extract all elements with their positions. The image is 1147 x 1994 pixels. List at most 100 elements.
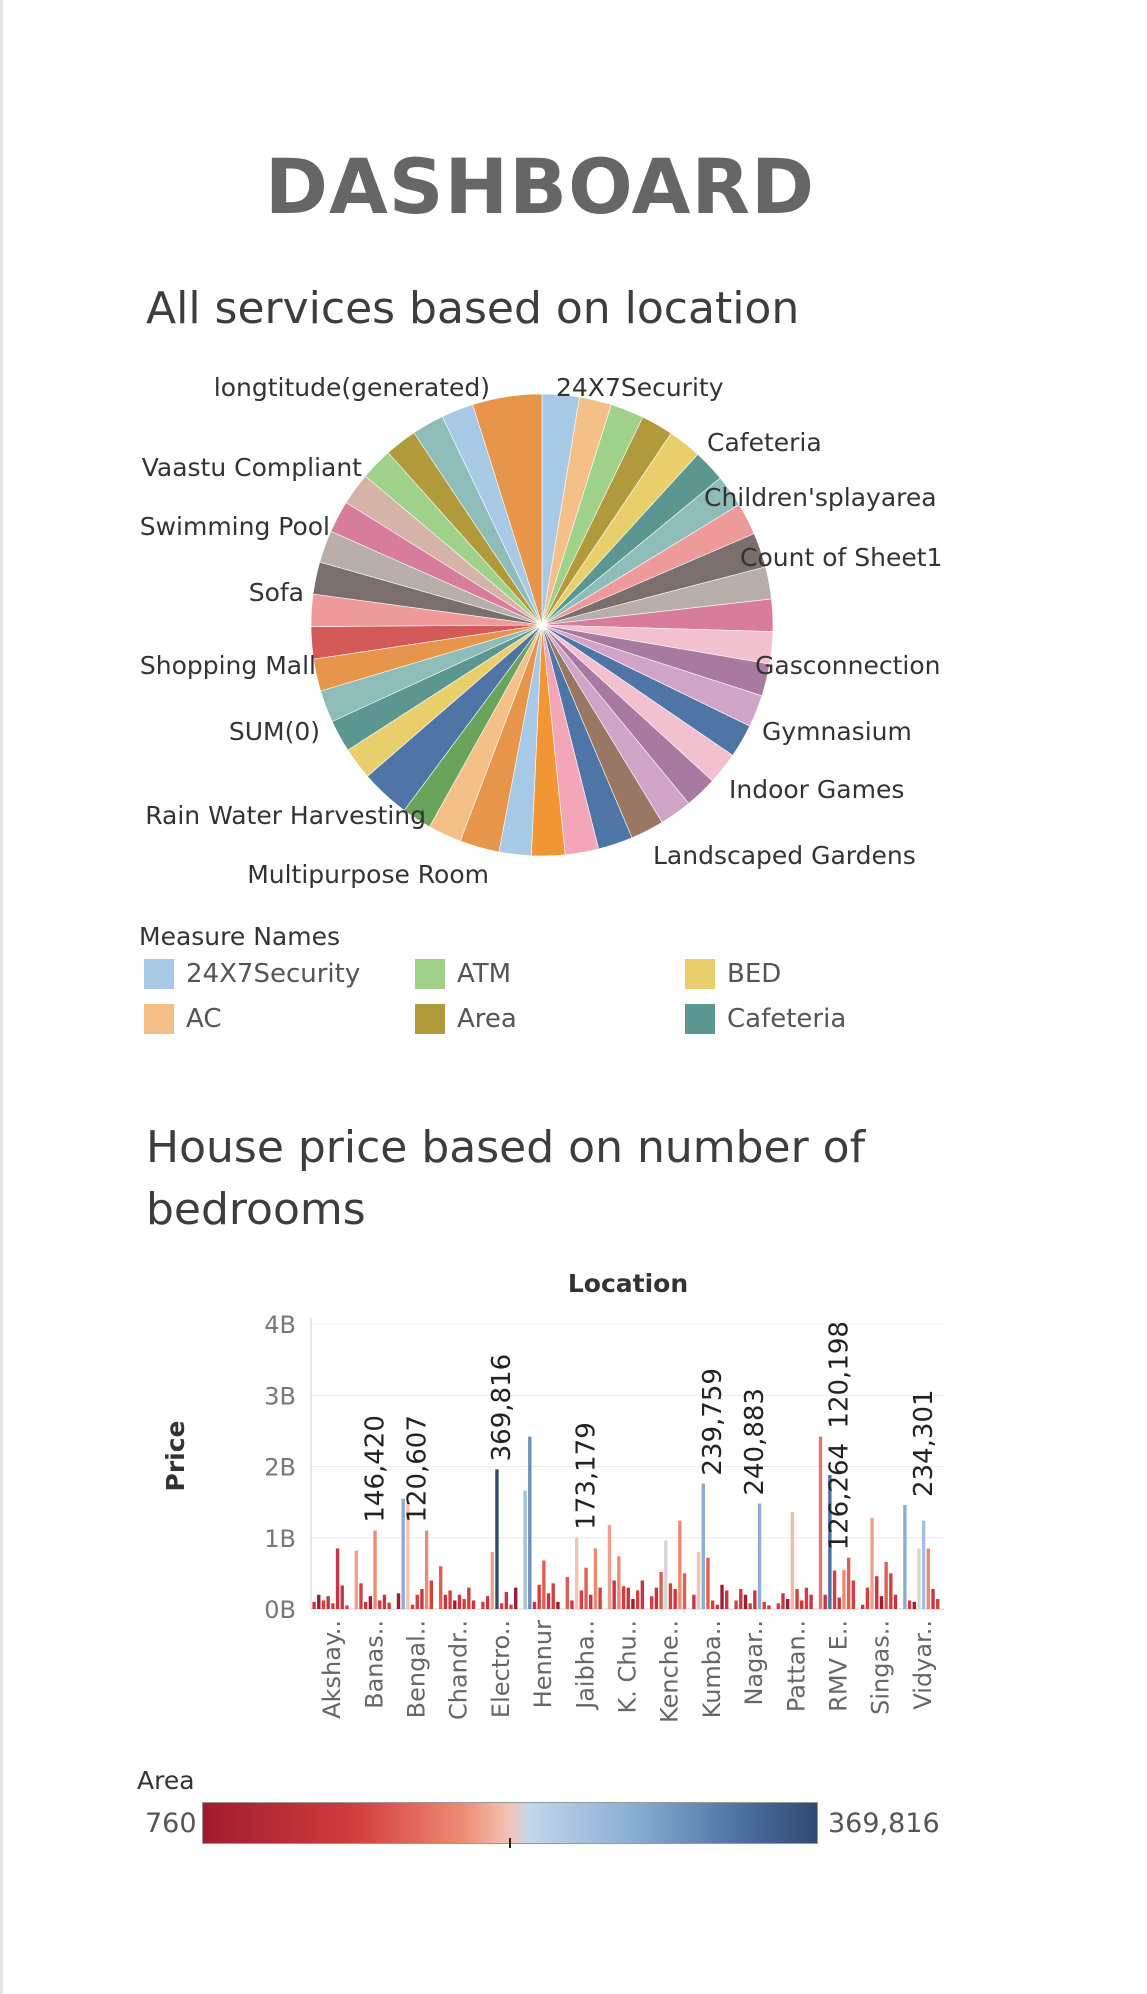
- price-bar[interactable]: [884, 1561, 888, 1609]
- legend-item-cafeteria[interactable]: Cafeteria: [685, 1004, 846, 1034]
- price-bar[interactable]: [710, 1600, 715, 1609]
- pie-slice[interactable]: [472, 393, 543, 626]
- price-bar[interactable]: [481, 1601, 485, 1609]
- price-bar[interactable]: [706, 1557, 710, 1609]
- price-bar[interactable]: [692, 1594, 696, 1609]
- price-bar[interactable]: [387, 1602, 391, 1609]
- price-bar[interactable]: [846, 1557, 851, 1609]
- price-bar[interactable]: [682, 1573, 687, 1609]
- price-bar[interactable]: [696, 1552, 701, 1609]
- price-bar[interactable]: [875, 1576, 879, 1609]
- price-bar[interactable]: [907, 1600, 912, 1609]
- price-bar[interactable]: [607, 1524, 612, 1609]
- price-bar[interactable]: [490, 1552, 494, 1609]
- price-bar[interactable]: [532, 1601, 537, 1609]
- price-bar[interactable]: [673, 1589, 677, 1609]
- price-bar[interactable]: [659, 1571, 663, 1609]
- price-bar[interactable]: [363, 1601, 368, 1609]
- price-bar[interactable]: [598, 1587, 602, 1609]
- price-bar[interactable]: [528, 1436, 532, 1609]
- price-bar[interactable]: [879, 1596, 884, 1609]
- price-bar[interactable]: [912, 1601, 916, 1609]
- price-bar[interactable]: [485, 1596, 490, 1609]
- price-bar[interactable]: [748, 1603, 752, 1609]
- price-bar[interactable]: [443, 1594, 448, 1609]
- price-bar[interactable]: [556, 1601, 560, 1609]
- price-bar[interactable]: [551, 1583, 555, 1609]
- price-bar[interactable]: [504, 1591, 509, 1609]
- price-bar[interactable]: [893, 1594, 898, 1609]
- price-bar[interactable]: [650, 1596, 654, 1609]
- price-bar[interactable]: [415, 1594, 419, 1609]
- price-bar[interactable]: [612, 1580, 616, 1610]
- price-bar[interactable]: [317, 1594, 321, 1609]
- price-bar[interactable]: [312, 1601, 316, 1609]
- price-bar[interactable]: [424, 1530, 429, 1609]
- legend-item-bed[interactable]: BED: [685, 959, 781, 989]
- price-bar[interactable]: [621, 1586, 626, 1609]
- price-bar[interactable]: [340, 1585, 344, 1609]
- price-bar[interactable]: [326, 1596, 330, 1609]
- price-bar[interactable]: [917, 1548, 921, 1609]
- price-bar[interactable]: [378, 1600, 382, 1609]
- price-bar[interactable]: [926, 1548, 931, 1609]
- price-bar[interactable]: [790, 1512, 795, 1609]
- price-bar[interactable]: [401, 1498, 405, 1609]
- price-bar[interactable]: [537, 1584, 541, 1609]
- price-bar[interactable]: [523, 1490, 527, 1609]
- price-bar[interactable]: [640, 1580, 645, 1610]
- price-bar[interactable]: [809, 1594, 813, 1609]
- price-bar[interactable]: [429, 1580, 434, 1610]
- price-bar[interactable]: [396, 1593, 401, 1609]
- price-bar[interactable]: [354, 1550, 358, 1609]
- price-bar[interactable]: [467, 1587, 471, 1609]
- price-bar[interactable]: [593, 1548, 598, 1609]
- price-bar[interactable]: [753, 1590, 757, 1609]
- price-bar[interactable]: [734, 1600, 738, 1609]
- price-bar[interactable]: [617, 1556, 621, 1609]
- price-bar[interactable]: [795, 1589, 799, 1609]
- price-bar[interactable]: [631, 1599, 635, 1609]
- price-bar[interactable]: [462, 1599, 466, 1609]
- price-bar[interactable]: [420, 1589, 424, 1609]
- price-bar[interactable]: [936, 1599, 940, 1609]
- price-bar[interactable]: [870, 1517, 874, 1609]
- price-bar[interactable]: [359, 1583, 363, 1609]
- price-bar[interactable]: [635, 1590, 640, 1609]
- price-bar[interactable]: [762, 1601, 766, 1609]
- price-bar[interactable]: [823, 1594, 827, 1609]
- price-bar[interactable]: [865, 1587, 870, 1609]
- price-bar[interactable]: [626, 1587, 630, 1609]
- price-bar[interactable]: [495, 1469, 499, 1609]
- price-bar[interactable]: [345, 1605, 349, 1609]
- price-bar[interactable]: [410, 1604, 415, 1609]
- price-bar[interactable]: [931, 1589, 935, 1609]
- price-bar[interactable]: [921, 1520, 926, 1609]
- price-bar[interactable]: [818, 1436, 823, 1609]
- price-bar[interactable]: [701, 1483, 705, 1609]
- price-bar[interactable]: [471, 1600, 476, 1609]
- price-bar[interactable]: [715, 1604, 720, 1609]
- price-bar[interactable]: [678, 1520, 682, 1609]
- price-bar[interactable]: [514, 1587, 518, 1609]
- price-bar[interactable]: [725, 1590, 729, 1609]
- price-bar[interactable]: [589, 1594, 593, 1609]
- price-bar[interactable]: [832, 1570, 837, 1609]
- price-bar[interactable]: [654, 1587, 659, 1609]
- price-bar[interactable]: [584, 1567, 588, 1609]
- price-bar[interactable]: [889, 1573, 893, 1609]
- price-bar[interactable]: [720, 1584, 724, 1609]
- price-bar[interactable]: [842, 1569, 846, 1609]
- price-bar[interactable]: [757, 1503, 762, 1609]
- price-bar[interactable]: [406, 1502, 410, 1609]
- price-bar[interactable]: [453, 1600, 457, 1609]
- legend-item-atm[interactable]: ATM: [415, 959, 511, 989]
- price-bar[interactable]: [499, 1603, 504, 1609]
- price-bar[interactable]: [743, 1594, 748, 1609]
- price-bar[interactable]: [565, 1576, 569, 1609]
- price-bar[interactable]: [739, 1589, 743, 1609]
- legend-item-area[interactable]: Area: [415, 1004, 517, 1034]
- price-bar[interactable]: [546, 1593, 551, 1609]
- price-bar[interactable]: [767, 1605, 771, 1609]
- price-bar[interactable]: [509, 1604, 513, 1609]
